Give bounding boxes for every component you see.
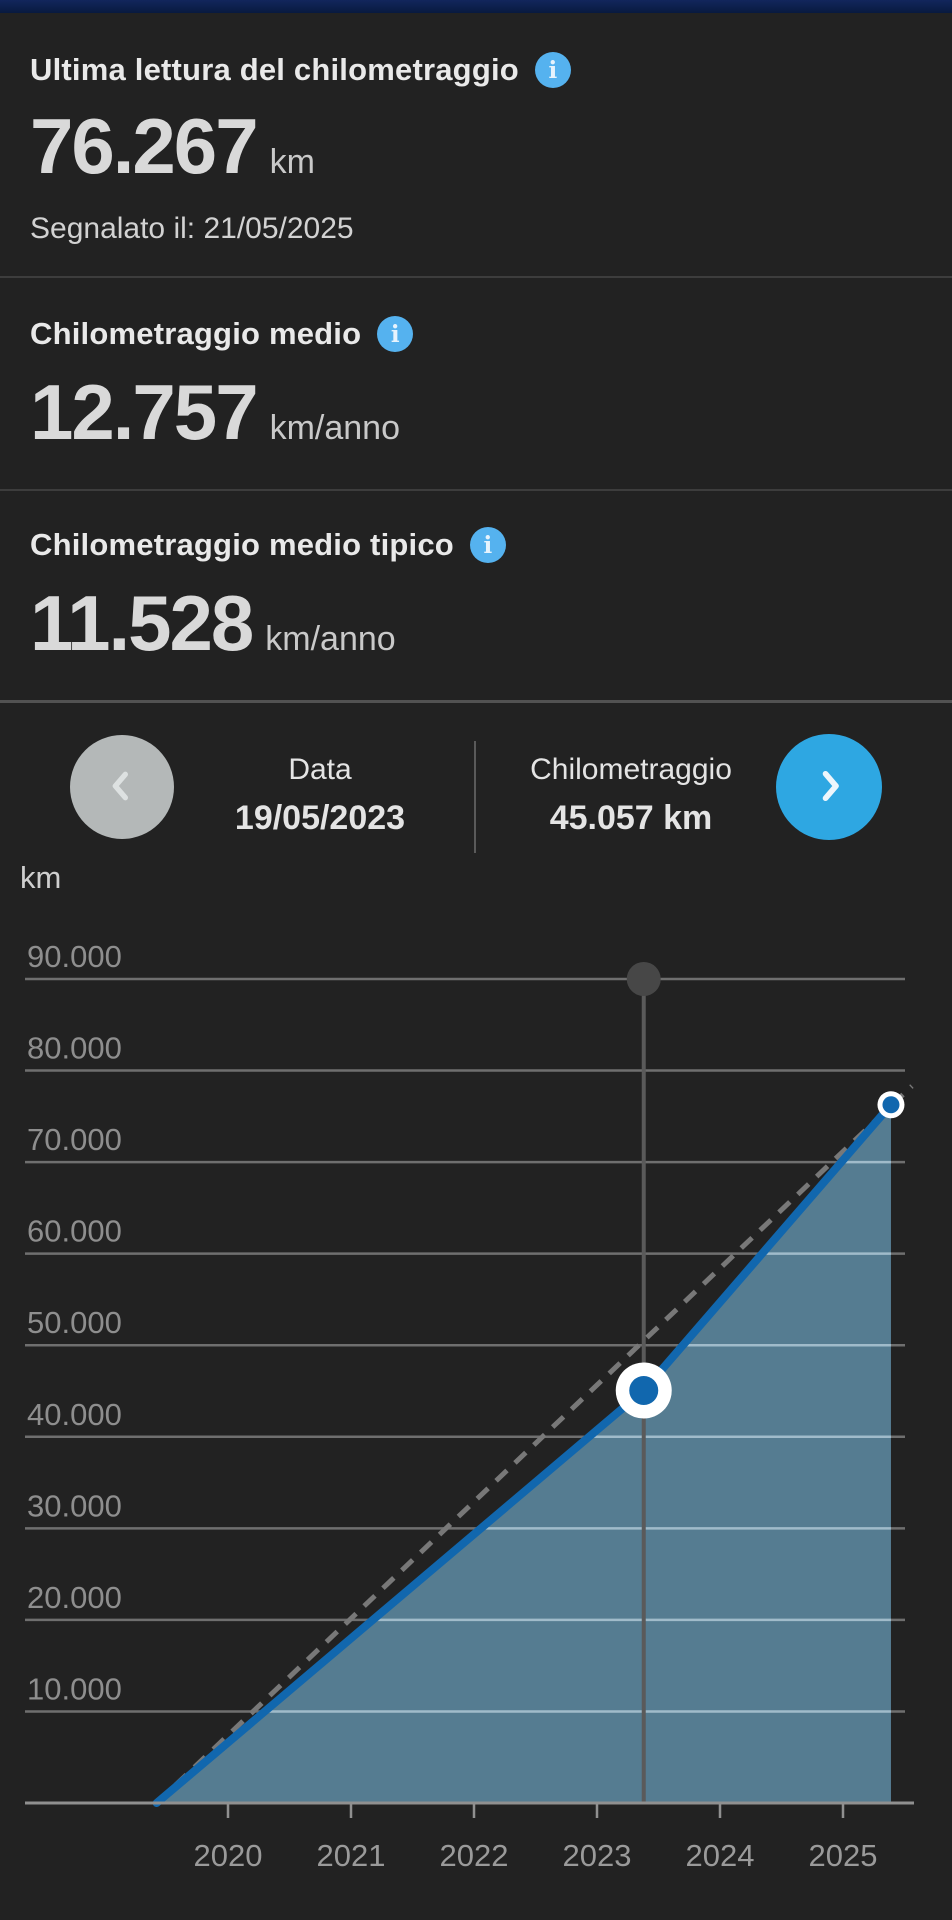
next-reading-button[interactable] (776, 734, 882, 840)
card-last-reading: Ultima lettura del chilometraggio i 76.2… (0, 13, 952, 276)
reported-date: Segnalato il: 21/05/2025 (30, 211, 354, 245)
last-point-marker-center (882, 1096, 900, 1114)
y-axis-label: 30.000 (27, 1488, 122, 1523)
info-icon[interactable]: i (469, 527, 506, 563)
card-typical-average: Chilometraggio medio tipico i 11.528 km/… (0, 491, 952, 700)
average-unit: km/anno (269, 409, 400, 447)
y-axis-unit-label: km (20, 860, 62, 895)
info-icon[interactable]: i (377, 316, 414, 352)
y-axis-label: 70.000 (27, 1122, 122, 1157)
y-axis-label: 90.000 (27, 940, 122, 974)
x-axis-label: 2021 (317, 1838, 386, 1873)
x-axis-label: 2022 (440, 1838, 509, 1873)
divider (0, 489, 952, 491)
reading-mileage-value: 45.057 km (549, 799, 713, 837)
y-axis-label: 40.000 (27, 1397, 122, 1432)
last-reading-title: Ultima lettura del chilometraggio (30, 52, 519, 87)
selected-point-marker-center (629, 1375, 659, 1405)
x-axis-label: 2020 (194, 1838, 263, 1873)
last-reading-unit: km (269, 143, 315, 181)
y-axis-label: 10.000 (27, 1671, 122, 1706)
section-separator (0, 700, 952, 703)
typical-average-unit: km/anno (265, 620, 396, 658)
chevron-left-icon (102, 766, 142, 809)
average-title: Chilometraggio medio (30, 316, 362, 351)
info-icon[interactable]: i (534, 52, 571, 88)
status-bar-strip (0, 0, 952, 13)
card-average-mileage: Chilometraggio medio i 12.757 km/anno (0, 278, 952, 489)
reading-date-column: Data 19/05/2023 (190, 753, 450, 838)
y-axis-label: 60.000 (27, 1214, 122, 1249)
scrubber-handle[interactable] (626, 962, 661, 996)
reading-mileage-column: Chilometraggio 45.057 km (486, 753, 776, 838)
mileage-history-chart[interactable]: 90.000 80.000 70.000 60.000 50.000 40.000 30.0… (0, 940, 952, 1920)
y-axis-label: 80.000 (27, 1031, 122, 1066)
vertical-divider (474, 741, 476, 853)
previous-reading-button[interactable] (70, 735, 174, 839)
divider (0, 276, 952, 278)
chevron-right-icon (808, 765, 850, 810)
reading-date-label: Data (288, 753, 352, 786)
x-axis-label: 2024 (686, 1838, 755, 1873)
average-mileage-dashed-line (154, 1084, 914, 1805)
chart-area-fill (156, 1104, 891, 1803)
x-axis-label: 2023 (563, 1838, 632, 1873)
typical-average-title: Chilometraggio medio tipico (30, 527, 454, 562)
reading-date-value: 19/05/2023 (234, 799, 406, 837)
y-axis-label: 20.000 (27, 1580, 122, 1615)
typical-average-value: 11.528 (30, 579, 254, 667)
x-axis-label: 2025 (809, 1838, 878, 1873)
reading-mileage-label: Chilometraggio (530, 753, 732, 786)
y-axis-label: 50.000 (27, 1305, 122, 1340)
last-reading-value: 76.267 (30, 102, 259, 190)
average-value: 12.757 (30, 368, 259, 456)
